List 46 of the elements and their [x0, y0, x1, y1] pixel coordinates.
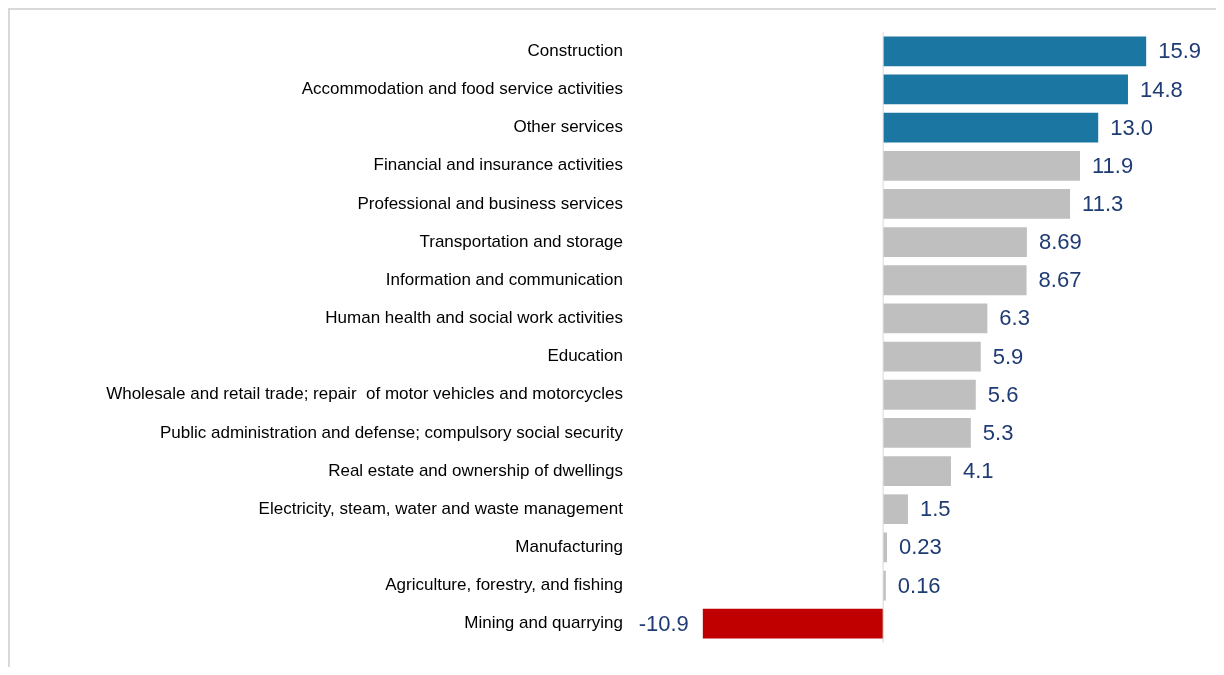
data-label: 5.6	[987, 381, 1019, 407]
data-label: 14.8	[1139, 76, 1183, 102]
y-tick-label: Other services	[513, 117, 623, 137]
bar	[883, 341, 981, 372]
data-label: 13.0	[1110, 114, 1154, 140]
y-tick-label: Professional and business services	[357, 193, 623, 213]
y-tick-label: Public administration and defense; compulsory social security	[159, 422, 624, 442]
bar	[883, 418, 971, 448]
bar	[883, 36, 1147, 67]
data-label: 15.9	[1158, 38, 1201, 64]
y-tick-label: Information and communication	[385, 269, 623, 289]
y-tick-label: Education	[547, 346, 623, 366]
y-tick-label: Electricity, steam, water and waste management	[258, 498, 624, 518]
y-tick-label: Agriculture, forestry, and fishing	[385, 575, 623, 595]
y-tick-label: Manufacturing	[515, 537, 623, 557]
data-label: 11.9	[1092, 152, 1134, 178]
bar	[883, 150, 1080, 181]
data-label: 0.16	[897, 572, 941, 598]
bar	[883, 494, 908, 525]
data-label: 11.3	[1082, 190, 1124, 216]
bar	[883, 456, 951, 486]
y-tick-label: Wholesale and retail trade; repair of motor vehicles and motorcycles	[106, 384, 623, 404]
data-label: -10.9	[638, 610, 689, 636]
data-label: 0.23	[898, 534, 942, 560]
data-label: 4.1	[962, 458, 994, 484]
y-tick-label: Mining and quarrying	[464, 613, 623, 633]
data-label: 8.67	[1038, 267, 1082, 293]
bar	[883, 74, 1128, 105]
data-label: 5.9	[992, 343, 1024, 369]
data-label: 5.3	[982, 419, 1014, 445]
bar	[883, 189, 1071, 219]
y-tick-label: Accommodation and food service activities	[301, 79, 623, 99]
y-tick-label: Transportation and storage	[419, 231, 623, 251]
bar	[883, 265, 1027, 296]
bar	[883, 303, 988, 334]
bar	[883, 379, 976, 410]
y-tick-label: Human health and social work activities	[325, 308, 623, 328]
data-label: 6.3	[999, 305, 1030, 331]
y-tick-label: Real estate and ownership of dwellings	[328, 460, 623, 480]
data-label: 1.5	[919, 496, 951, 522]
y-tick-label: Construction	[527, 40, 623, 60]
bar	[883, 227, 1027, 257]
bar	[702, 608, 884, 639]
bar	[883, 112, 1099, 143]
y-tick-label: Financial and insurance activities	[373, 155, 623, 175]
data-label: 8.69	[1038, 229, 1082, 255]
